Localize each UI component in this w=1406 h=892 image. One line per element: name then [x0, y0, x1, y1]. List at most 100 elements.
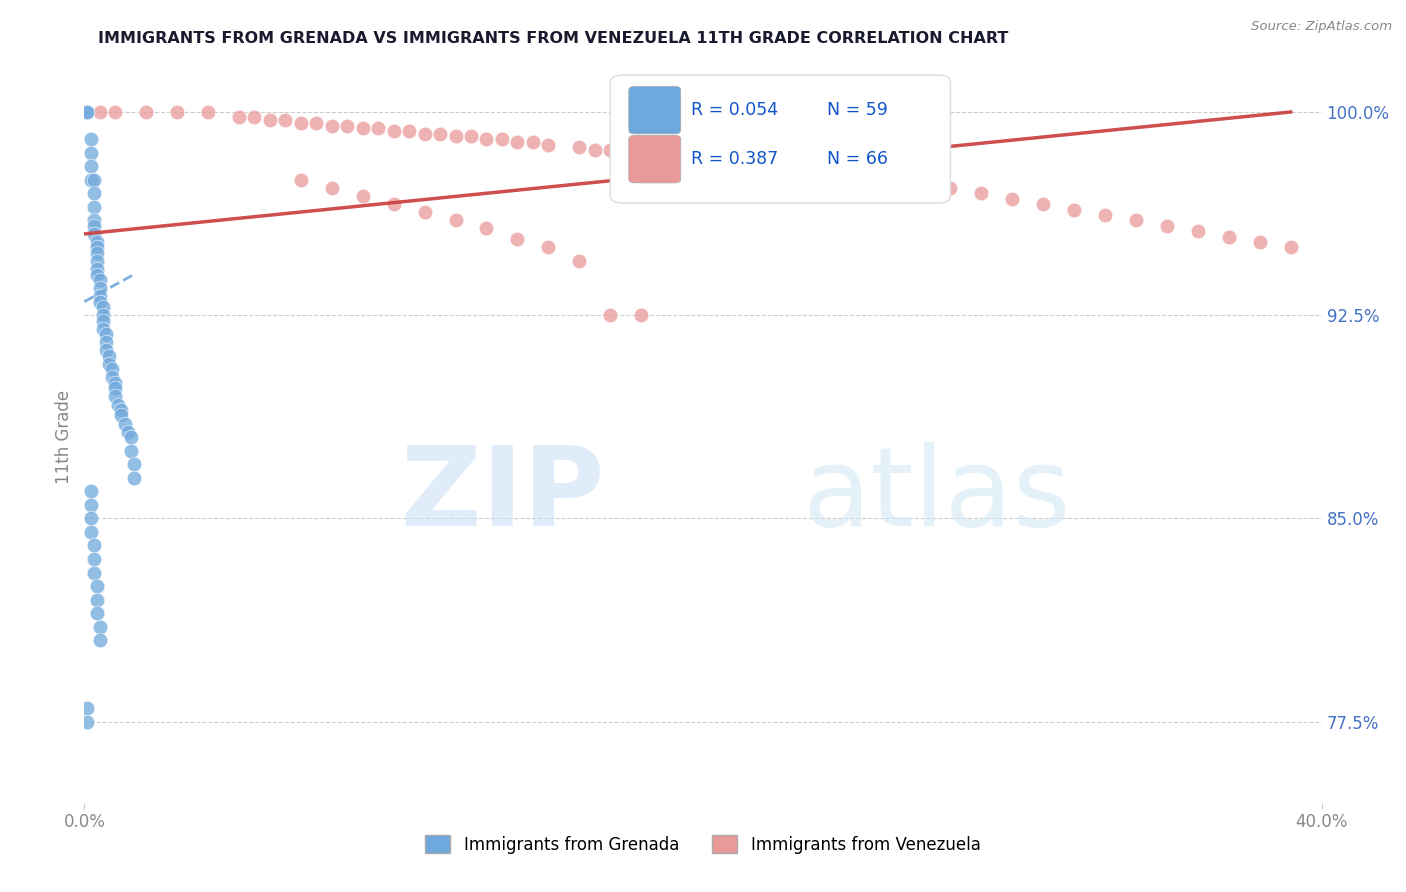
- Point: [290, 116, 312, 130]
- Point: [1218, 229, 1240, 244]
- Point: [382, 124, 405, 138]
- Point: [86, 606, 108, 620]
- Point: [352, 121, 374, 136]
- Text: IMMIGRANTS FROM GRENADA VS IMMIGRANTS FROM VENEZUELA 11TH GRADE CORRELATION CHAR: IMMIGRANTS FROM GRENADA VS IMMIGRANTS FR…: [98, 31, 1008, 46]
- Point: [475, 221, 498, 235]
- Point: [1001, 192, 1024, 206]
- Text: Source: ZipAtlas.com: Source: ZipAtlas.com: [1251, 20, 1392, 33]
- Point: [444, 213, 467, 227]
- Point: [79, 511, 101, 525]
- Point: [79, 524, 101, 539]
- Point: [413, 127, 436, 141]
- Point: [506, 135, 529, 149]
- Point: [94, 327, 117, 342]
- Point: [114, 417, 136, 431]
- Point: [120, 430, 142, 444]
- Point: [101, 362, 124, 376]
- Point: [444, 129, 467, 144]
- Point: [228, 111, 250, 125]
- Point: [259, 113, 281, 128]
- Point: [86, 245, 108, 260]
- Text: N = 59: N = 59: [827, 101, 887, 120]
- Point: [614, 145, 637, 160]
- Point: [506, 232, 529, 246]
- Point: [1249, 235, 1271, 249]
- Point: [846, 169, 869, 184]
- Point: [460, 129, 482, 144]
- Point: [83, 213, 105, 227]
- Y-axis label: 11th Grade: 11th Grade: [55, 390, 73, 484]
- Point: [86, 592, 108, 607]
- Point: [1094, 208, 1116, 222]
- Point: [1063, 202, 1085, 217]
- Point: [110, 409, 132, 423]
- Point: [104, 381, 127, 395]
- Point: [274, 113, 297, 128]
- Point: [754, 161, 776, 176]
- Point: [76, 714, 98, 729]
- Point: [135, 105, 157, 120]
- Point: [98, 349, 121, 363]
- Point: [599, 308, 621, 322]
- Point: [197, 105, 219, 120]
- Point: [104, 376, 127, 390]
- Point: [79, 132, 101, 146]
- Point: [98, 357, 121, 371]
- Point: [583, 143, 606, 157]
- Point: [94, 343, 117, 358]
- Point: [86, 579, 108, 593]
- Point: [723, 156, 745, 170]
- Point: [79, 145, 101, 160]
- Point: [661, 148, 683, 162]
- Point: [83, 552, 105, 566]
- Point: [1279, 240, 1302, 254]
- Point: [83, 538, 105, 552]
- Point: [120, 443, 142, 458]
- Point: [352, 189, 374, 203]
- Point: [83, 219, 105, 233]
- Point: [630, 145, 652, 160]
- Point: [89, 105, 111, 120]
- Point: [86, 268, 108, 282]
- Point: [89, 620, 111, 634]
- Point: [290, 172, 312, 186]
- Point: [101, 370, 124, 384]
- Point: [83, 172, 105, 186]
- Text: atlas: atlas: [801, 442, 1070, 549]
- Point: [104, 105, 127, 120]
- Point: [1156, 219, 1178, 233]
- Text: ZIP: ZIP: [401, 442, 605, 549]
- Point: [243, 111, 266, 125]
- Point: [166, 105, 188, 120]
- Point: [908, 176, 931, 190]
- Point: [305, 116, 328, 130]
- Point: [413, 205, 436, 219]
- Point: [336, 119, 359, 133]
- Point: [83, 186, 105, 201]
- Point: [79, 484, 101, 499]
- Point: [76, 701, 98, 715]
- Point: [398, 124, 420, 138]
- Point: [738, 159, 761, 173]
- Point: [79, 159, 101, 173]
- Point: [122, 471, 145, 485]
- Point: [76, 105, 98, 120]
- Point: [91, 300, 114, 314]
- Point: [491, 132, 513, 146]
- FancyBboxPatch shape: [628, 87, 681, 134]
- Point: [79, 172, 101, 186]
- Point: [568, 140, 591, 154]
- Text: N = 66: N = 66: [827, 150, 887, 168]
- Point: [599, 143, 621, 157]
- Text: R = 0.387: R = 0.387: [690, 150, 778, 168]
- Point: [367, 121, 389, 136]
- Point: [692, 153, 714, 168]
- Point: [89, 294, 111, 309]
- Point: [970, 186, 993, 201]
- Point: [79, 498, 101, 512]
- Point: [107, 398, 129, 412]
- Point: [83, 200, 105, 214]
- Point: [321, 181, 343, 195]
- Point: [89, 281, 111, 295]
- Point: [91, 313, 114, 327]
